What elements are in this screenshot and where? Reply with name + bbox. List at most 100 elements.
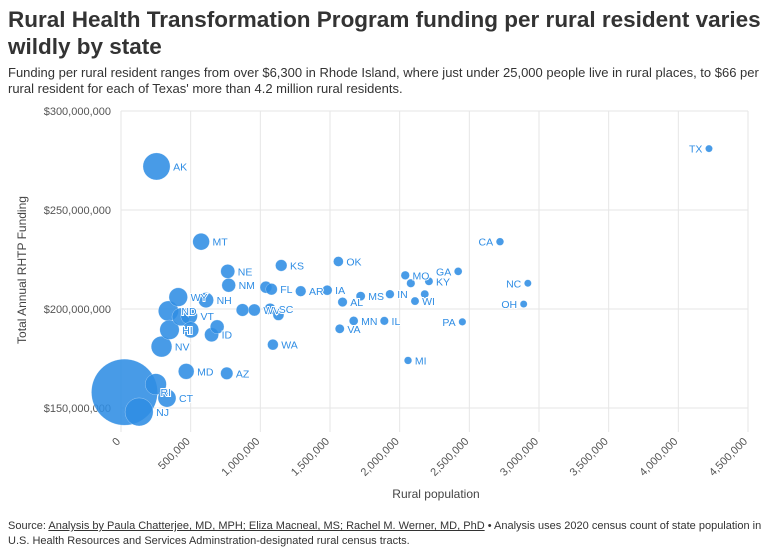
bubble-mt [192,233,210,251]
bubble-ak [142,152,171,181]
bubble-ky [424,276,434,286]
bubble-state [235,303,250,317]
point-label: IL [392,316,401,328]
point-label: OH [501,299,517,311]
bubble-state [182,321,200,339]
bubble-state [406,278,416,288]
bubble-state [272,309,285,321]
point-label: AZ [236,368,250,380]
point-label: ID [222,330,233,342]
y-tick-label: $150,000,000 [44,403,111,415]
x-tick-label: 3,000,000 [498,436,541,479]
source-note: Source: Analysis by Paula Chatterjee, MD… [8,519,763,549]
bubble-fl [265,283,278,296]
point-label: AL [350,297,363,309]
source-suffix: • Analysis uses 2020 census count of sta… [8,520,762,547]
x-tick-label: 4,500,000 [707,436,750,479]
bubble-wv [248,303,261,317]
point-label: WY [191,292,208,304]
bubble-oh [519,300,528,308]
point-label: HI [182,325,193,337]
point-label: VT [200,311,214,323]
bubble-state [144,373,167,396]
bubble-nh [198,292,214,308]
bubble-ks [275,259,288,272]
point-label: CA [479,237,494,249]
point-label: IA [335,285,345,297]
bubble-sc [264,303,277,315]
bubble-mi [403,356,413,365]
bubble-ia [322,284,333,296]
point-label: MS [368,291,384,303]
bubble-pa [458,317,467,326]
point-label: NV [175,342,190,354]
point-label: NE [238,266,253,278]
point-label: MN [361,316,377,328]
point-label: TX [689,144,702,156]
bubble-ne [220,264,236,279]
x-tick-label: 1,500,000 [289,436,332,479]
point-label: VA [347,324,360,336]
point-label: FL [280,284,292,296]
bubble-ms [355,291,366,301]
point-label: MI [415,355,427,367]
chart-title: Rural Health Transformation Program fund… [8,7,761,59]
point-label: MD [197,366,214,378]
point-label: AK [173,161,187,173]
x-tick-label: 2,000,000 [359,436,402,479]
chart-subtitle: Funding per rural resident ranges from o… [8,65,759,96]
point-label: OK [346,256,361,268]
bubble-az [220,366,234,380]
point-label: PA [442,317,455,329]
point-label: IN [397,289,408,301]
bubble-ca [495,237,505,246]
bubble-md [178,363,195,380]
source-link[interactable]: Analysis by Paula Chatterjee, MD, MPH; E… [48,520,485,532]
point-label: MO [413,270,430,282]
point-label: KY [436,276,450,288]
point-label: MT [213,237,229,249]
bubble-mo [400,270,410,280]
point-label: GA [436,266,451,278]
y-tick-label: $250,000,000 [44,205,111,217]
point-label: ND [181,306,197,318]
point-label: CT [179,393,194,405]
point-label: WI [422,296,435,308]
bubble-nj [124,397,154,427]
bubble-wa [267,339,279,351]
bubble-ct [157,388,177,408]
point-label: SC [279,304,294,316]
x-axis-label: Rural population [392,487,479,501]
point-label: RI [161,387,172,399]
bubble-state [209,319,225,334]
x-tick-label: 1,000,000 [219,436,262,479]
bubble-wy [168,287,188,307]
bubble-va [334,323,345,334]
point-label: WV [263,305,280,317]
bubble-nm [221,278,236,293]
bubble-ok [333,256,344,267]
y-tick-label: $300,000,000 [44,106,111,118]
bubble-mn [348,316,359,326]
point-label: NM [239,280,255,292]
point-label: AR [309,286,324,298]
bubble-state [420,289,430,299]
source-prefix: Source: [8,520,49,532]
point-label: WA [281,340,298,352]
bubble-in [385,289,395,299]
bubble-hi [159,319,180,340]
bubble-ar [295,285,307,297]
x-tick-label: 4,000,000 [637,436,680,479]
point-label: NH [217,295,232,307]
point-label: KS [290,260,304,272]
x-tick-label: 2,500,000 [428,436,471,479]
x-tick-label: 3,500,000 [568,436,611,479]
point-label: NJ [156,407,169,419]
bubble-nv [150,336,173,358]
point-label: NC [506,278,522,290]
bubble-tx [705,144,713,153]
bubble-wi [410,296,420,306]
bubble-il [379,316,389,326]
bubble-ga [453,267,463,276]
